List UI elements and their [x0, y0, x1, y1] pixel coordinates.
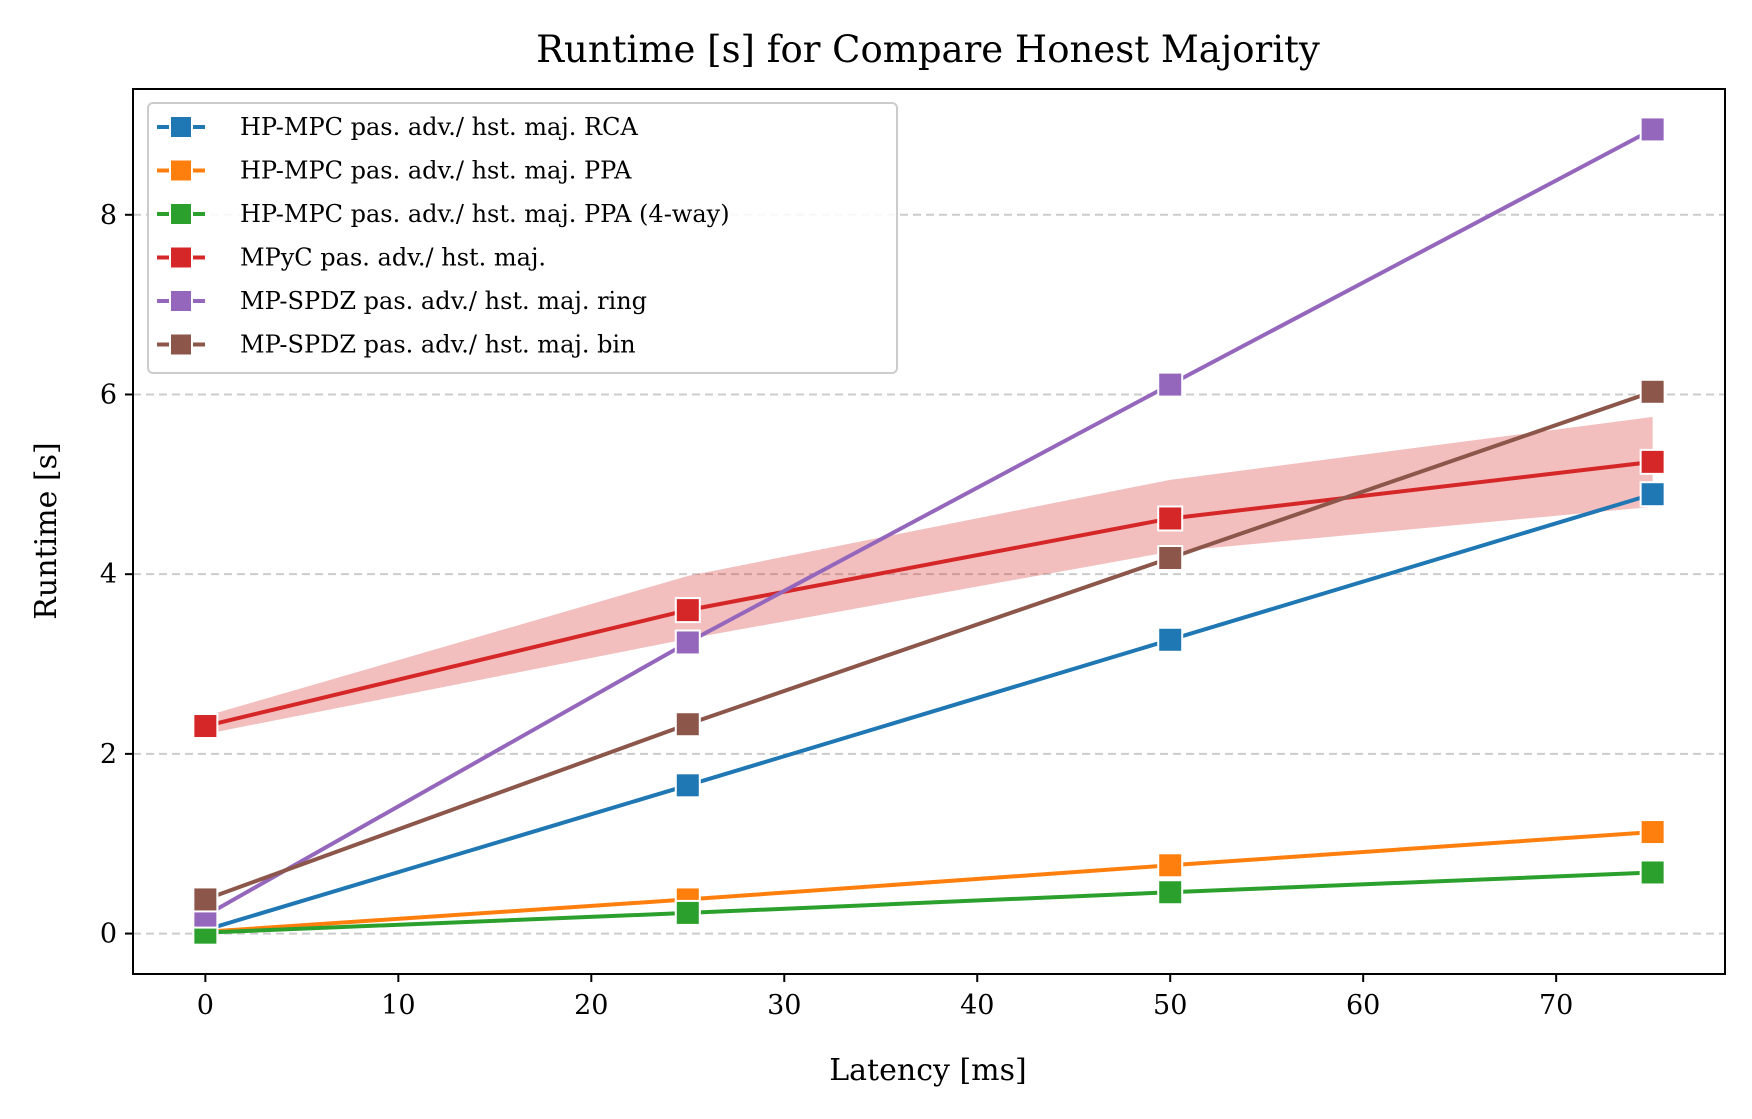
legend-swatch-marker	[169, 245, 193, 270]
legend-swatch-marker	[169, 115, 193, 139]
x-tick-label: 0	[197, 990, 214, 1021]
x-tick-label: 20	[574, 990, 608, 1021]
y-tick-label: 4	[100, 559, 117, 590]
legend-swatch-marker	[169, 332, 193, 357]
series-line	[204, 492, 1654, 932]
chart-title: Runtime [s] for Compare Honest Majority	[536, 28, 1320, 71]
legend-entry-label: MP-SPDZ pas. adv./ hst. maj. ring	[240, 287, 647, 315]
plot-frame	[132, 88, 1726, 975]
series-lines	[204, 127, 1654, 935]
y-axis-ticks: 0 2 4 6 8	[100, 200, 133, 950]
data-point-marker	[1639, 819, 1666, 846]
confidence-bands	[205, 416, 1653, 735]
data-point-marker	[674, 899, 701, 926]
data-point-marker	[1639, 116, 1666, 143]
series-line	[204, 459, 1653, 728]
legend-entry-label: HP-MPC pas. adv./ hst. maj. PPA	[240, 157, 632, 185]
legend-swatch-marker	[169, 158, 193, 183]
data-point-marker	[192, 713, 219, 740]
legend-entry-label: HP-MPC pas. adv./ hst. maj. PPA (4-way)	[240, 200, 730, 228]
y-tick-label: 2	[100, 739, 117, 770]
x-tick-label: 30	[767, 990, 801, 1021]
legend-entry-label: MPyC pas. adv./ hst. maj.	[240, 244, 546, 272]
data-point-marker	[674, 772, 701, 799]
data-point-marker	[674, 597, 701, 624]
legend: HP-MPC pas. adv./ hst. maj. RCA HP-MPC pa…	[147, 102, 898, 374]
legend-entry-label: MP-SPDZ pas. adv./ hst. maj. bin	[240, 331, 636, 359]
data-point-marker	[1157, 626, 1184, 653]
x-tick-label: 70	[1539, 990, 1573, 1021]
x-tick-label: 10	[381, 990, 415, 1021]
data-point-marker	[1639, 481, 1666, 508]
data-point-marker	[1157, 371, 1184, 398]
data-point-marker	[1157, 545, 1184, 572]
series-line	[204, 127, 1654, 918]
legend-entry-label: HP-MPC pas. adv./ hst. maj. RCA	[240, 113, 638, 141]
x-tick-label: 60	[1346, 990, 1380, 1021]
data-point-marker	[674, 629, 701, 656]
y-axis-label: Runtime [s]	[29, 442, 64, 619]
y-tick-label: 6	[100, 379, 117, 410]
series-line	[205, 870, 1653, 935]
data-point-marker	[1639, 448, 1666, 475]
data-point-marker	[1639, 378, 1666, 405]
confidence-band	[205, 416, 1653, 735]
data-point-marker	[1157, 505, 1184, 532]
legend-box	[147, 102, 898, 374]
y-tick-label: 8	[100, 200, 117, 231]
y-tick-label: 0	[100, 919, 117, 950]
series-line	[204, 389, 1654, 902]
data-point-marker	[1157, 852, 1184, 879]
data-point-marker	[192, 886, 219, 913]
x-axis-label: Latency [ms]	[829, 1053, 1026, 1088]
x-axis-ticks: 0 10 20 30 40 50 60 70	[197, 974, 1573, 1021]
series-line	[205, 830, 1653, 934]
data-point-marker	[674, 711, 701, 738]
legend-swatch-marker	[169, 289, 193, 313]
data-point-marker	[1157, 879, 1184, 906]
x-tick-label: 40	[960, 990, 994, 1021]
data-point-marker	[1639, 859, 1666, 886]
legend-swatch-marker	[169, 202, 193, 226]
series-markers	[192, 116, 1666, 946]
x-tick-label: 50	[1153, 990, 1187, 1021]
